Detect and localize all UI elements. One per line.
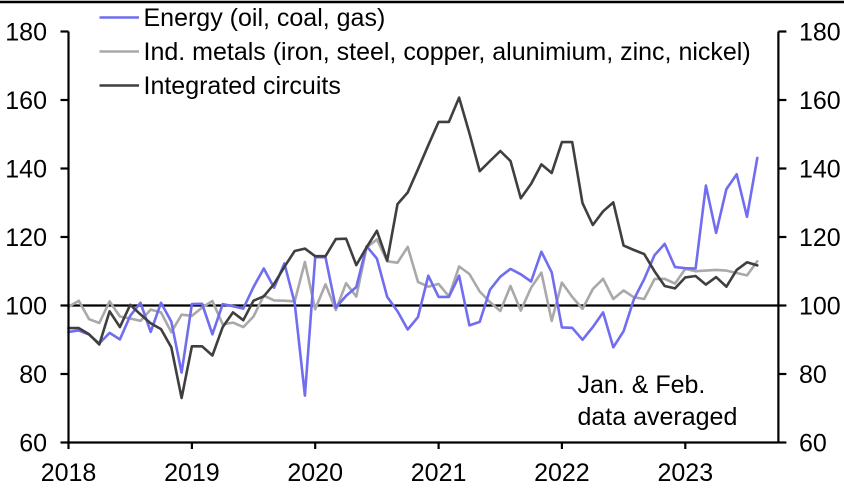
svg-text:180: 180	[799, 19, 841, 47]
svg-text:2019: 2019	[164, 459, 220, 487]
svg-text:2020: 2020	[287, 459, 343, 487]
svg-text:Integrated circuits: Integrated circuits	[144, 72, 341, 100]
svg-text:2018: 2018	[41, 459, 97, 487]
svg-text:Ind. metals (iron, steel, copp: Ind. metals (iron, steel, copper, alunim…	[144, 38, 751, 66]
svg-text:80: 80	[799, 361, 827, 389]
svg-text:2021: 2021	[411, 459, 467, 487]
svg-text:data averaged: data averaged	[578, 403, 738, 431]
svg-text:120: 120	[5, 224, 47, 252]
svg-text:120: 120	[799, 224, 841, 252]
svg-text:100: 100	[5, 293, 47, 321]
svg-text:80: 80	[19, 361, 47, 389]
svg-text:180: 180	[5, 19, 47, 47]
svg-text:160: 160	[5, 87, 47, 115]
svg-text:2022: 2022	[534, 459, 590, 487]
svg-text:160: 160	[799, 87, 841, 115]
svg-text:60: 60	[19, 430, 47, 458]
svg-text:140: 140	[5, 156, 47, 184]
svg-text:100: 100	[799, 293, 841, 321]
svg-text:140: 140	[799, 156, 841, 184]
svg-text:2023: 2023	[657, 459, 713, 487]
svg-text:Jan. & Feb.: Jan. & Feb.	[578, 371, 706, 399]
svg-text:Energy (oil, coal, gas): Energy (oil, coal, gas)	[144, 4, 386, 32]
svg-text:60: 60	[799, 430, 827, 458]
